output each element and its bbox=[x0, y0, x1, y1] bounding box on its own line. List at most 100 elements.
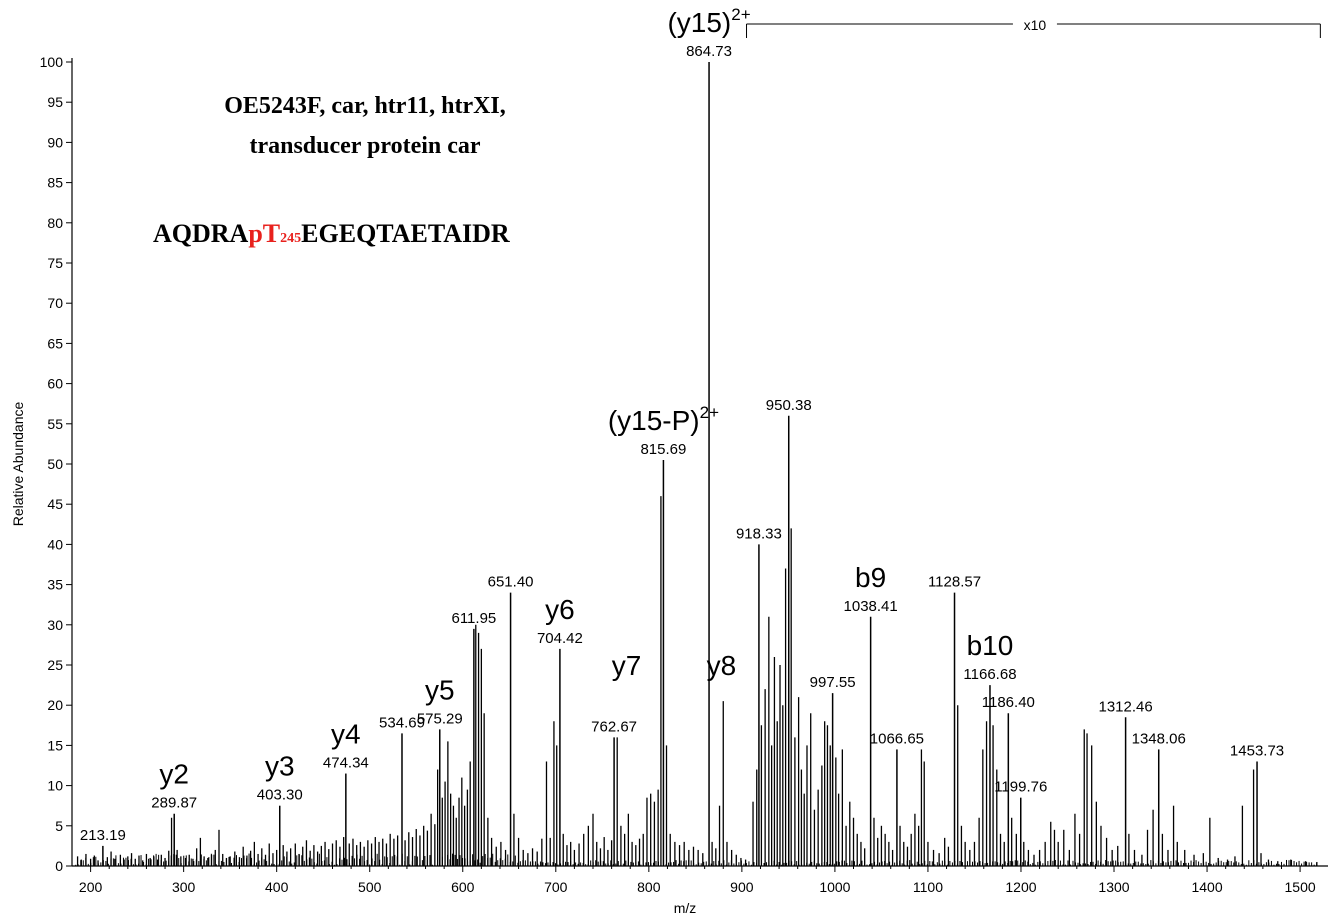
x-tick-label: 400 bbox=[265, 879, 289, 895]
peak-label: 213.19 bbox=[80, 827, 126, 844]
ion-annotation: (y15-P)2+ bbox=[608, 403, 719, 436]
ion-annotation: y4 bbox=[331, 719, 361, 750]
peak-label: 815.69 bbox=[640, 441, 686, 458]
y-tick-label: 65 bbox=[47, 335, 63, 351]
ion-name: y6 bbox=[545, 594, 575, 625]
axes: 0 5 10 15 20 25 30 35 40 45 50 55 60 65 70 75 80 85 90 95 10… bbox=[10, 54, 1328, 916]
peak-label: 1038.41 bbox=[844, 598, 898, 615]
y-tick-label: 60 bbox=[47, 376, 63, 392]
peak-label: 1066.65 bbox=[870, 730, 924, 747]
y-tick-label: 0 bbox=[55, 858, 63, 874]
sequence-prefix: AQDRA bbox=[153, 219, 249, 248]
ion-name: y2 bbox=[159, 759, 189, 790]
ion-name: y4 bbox=[331, 719, 361, 750]
peak-label: 403.30 bbox=[257, 787, 303, 804]
peak-label: 289.87 bbox=[151, 795, 197, 812]
peak-label: 474.34 bbox=[323, 755, 369, 772]
peak-label: 1128.57 bbox=[928, 574, 981, 591]
peak-label: 575.29 bbox=[417, 710, 463, 727]
y-axis-label: Relative Abundance bbox=[10, 402, 26, 527]
x-tick-label: 1000 bbox=[819, 879, 850, 895]
peak-label: 762.67 bbox=[591, 718, 637, 735]
y-tick-label: 75 bbox=[47, 255, 63, 271]
peak-label: 1312.46 bbox=[1098, 698, 1152, 715]
y-tick-label: 70 bbox=[47, 295, 63, 311]
ion-annotation: b9 bbox=[855, 562, 886, 593]
ion-annotation: b10 bbox=[967, 630, 1014, 661]
y-tick-label: 90 bbox=[47, 134, 63, 150]
ion-annotation: y7 bbox=[612, 650, 642, 681]
peak-label: 864.73 bbox=[686, 43, 732, 60]
y-tick-label: 10 bbox=[47, 778, 63, 794]
ion-name: y3 bbox=[265, 751, 295, 782]
x-tick-label: 1400 bbox=[1191, 879, 1222, 895]
peak-label: 918.33 bbox=[736, 525, 782, 542]
zoom-bracket: x10 bbox=[746, 15, 1321, 38]
y-tick-label: 80 bbox=[47, 215, 63, 231]
peak-label: 704.42 bbox=[537, 630, 583, 647]
y-tick-label: 55 bbox=[47, 416, 63, 432]
y-tick-label: 40 bbox=[47, 536, 63, 552]
title-line-2: transducer protein car bbox=[249, 133, 480, 159]
y-tick-label: 85 bbox=[47, 175, 63, 191]
ion-name: (y15) bbox=[667, 7, 731, 38]
x-tick-label: 800 bbox=[637, 879, 661, 895]
y-tick-label: 5 bbox=[55, 818, 63, 834]
peak-label: 1199.76 bbox=[994, 779, 1047, 796]
y-tick-label: 100 bbox=[40, 54, 64, 70]
ion-annotation: y3 bbox=[265, 751, 295, 782]
x-tick-label: 1100 bbox=[913, 879, 943, 895]
ion-name: b9 bbox=[855, 562, 886, 593]
peak-label: 651.40 bbox=[488, 574, 534, 591]
y-tick-label: 45 bbox=[47, 496, 63, 512]
x-tick-label: 900 bbox=[730, 879, 754, 895]
x-tick-label: 700 bbox=[544, 879, 568, 895]
y-tick-label: 95 bbox=[47, 94, 63, 110]
peak-label: 1186.40 bbox=[982, 694, 1035, 711]
zoom-label-bg bbox=[1012, 15, 1057, 33]
ion-name: y7 bbox=[612, 650, 642, 681]
x-tick-label: 600 bbox=[451, 879, 475, 895]
spectrum-peaks bbox=[75, 62, 1318, 866]
ion-name: y5 bbox=[425, 674, 455, 705]
x-tick-label: 500 bbox=[358, 879, 382, 895]
y-tick-label: 20 bbox=[47, 697, 63, 713]
title-line-1: OE5243F, car, htr11, htrXI, bbox=[224, 93, 506, 119]
peak-label: 534.69 bbox=[379, 714, 425, 731]
peak-label: 1348.06 bbox=[1132, 730, 1186, 747]
x-tick-label: 1300 bbox=[1098, 879, 1129, 895]
ion-name: b10 bbox=[967, 630, 1014, 661]
ion-charge: 2+ bbox=[731, 5, 750, 24]
ion-charge: 2+ bbox=[700, 403, 719, 422]
x-tick-label: 300 bbox=[172, 879, 196, 895]
ion-name: y8 bbox=[707, 650, 737, 681]
y-tick-label: 50 bbox=[47, 456, 63, 472]
zoom-label: x10 bbox=[1024, 17, 1047, 33]
ion-annotation: y2 bbox=[159, 759, 189, 790]
sequence-suffix: EGEQTAETAIDR bbox=[301, 219, 510, 248]
sequence-residue-position: 245 bbox=[280, 231, 301, 246]
ion-annotation: y8 bbox=[707, 650, 737, 681]
peak-label: 1453.73 bbox=[1230, 742, 1284, 759]
x-tick-label: 1500 bbox=[1285, 879, 1316, 895]
y-tick-label: 25 bbox=[47, 657, 63, 673]
y-tick-label: 35 bbox=[47, 577, 63, 593]
x-tick-label: 1200 bbox=[1005, 879, 1036, 895]
ion-name: (y15-P) bbox=[608, 405, 700, 436]
sequence-modified-residue: pT bbox=[248, 219, 280, 248]
x-axis-label: m/z bbox=[674, 900, 697, 916]
ion-annotation: (y15)2+ bbox=[667, 5, 750, 38]
peak-label: 611.95 bbox=[451, 610, 496, 627]
y-tick-label: 15 bbox=[47, 737, 63, 753]
ion-annotation: y5 bbox=[425, 674, 455, 705]
peak-label: 1166.68 bbox=[963, 666, 1016, 683]
x-tick-label: 200 bbox=[79, 879, 103, 895]
y-tick-label: 30 bbox=[47, 617, 63, 633]
ion-annotation: y6 bbox=[545, 594, 575, 625]
peak-label: 997.55 bbox=[810, 674, 856, 691]
peak-label: 950.38 bbox=[766, 397, 812, 414]
peptide-sequence: AQDRApT245EGEQTAETAIDR bbox=[153, 219, 510, 248]
